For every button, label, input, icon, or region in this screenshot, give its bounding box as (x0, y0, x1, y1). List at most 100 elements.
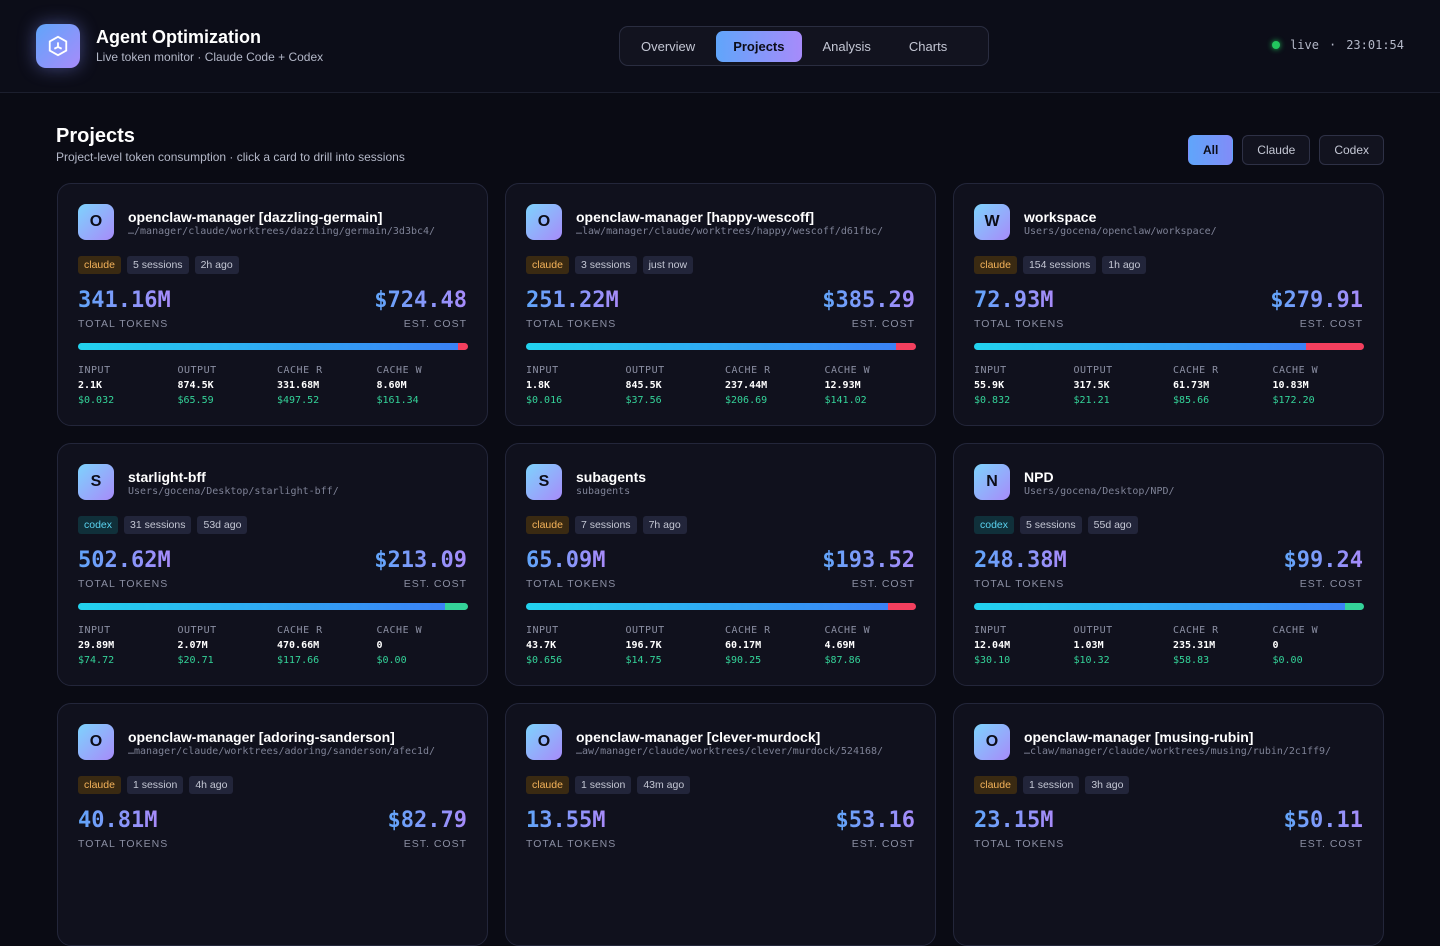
project-path: …claw/manager/claude/worktrees/musing/ru… (1024, 746, 1331, 757)
project-path: …manager/claude/worktrees/adoring/sander… (128, 746, 435, 757)
breakdown-tokens: 237.44M (725, 378, 825, 393)
breakdown-label: CACHE R (1173, 623, 1273, 638)
total-tokens-label: TOTAL TOKENS (78, 838, 168, 850)
project-path: Users/gocena/Desktop/NPD/ (1024, 486, 1175, 497)
page: Agent Optimization Live token monitor · … (0, 0, 1440, 860)
breakdown-label: INPUT (78, 363, 178, 378)
source-tag: codex (78, 516, 118, 534)
breakdown-label: CACHE W (825, 363, 925, 378)
age-tag: 53d ago (197, 516, 247, 534)
total-tokens: 40.81M (78, 808, 157, 833)
total-tokens-label: TOTAL TOKENS (78, 578, 168, 590)
total-tokens-label: TOTAL TOKENS (974, 838, 1064, 850)
est-cost: $213.09 (374, 548, 467, 573)
clock: 23:01:54 (1346, 38, 1404, 52)
breakdown-tokens: 12.04M (974, 638, 1074, 653)
source-tag: claude (78, 256, 121, 274)
filter-button[interactable]: All (1188, 135, 1233, 165)
est-cost-label: EST. COST (1300, 838, 1363, 850)
breakdown-tokens: 1.8K (526, 378, 626, 393)
age-tag: just now (643, 256, 694, 274)
breakdown-label: CACHE R (1173, 363, 1273, 378)
breakdown-tokens: 874.5K (178, 378, 278, 393)
project-path: Users/gocena/openclaw/workspace/ (1024, 226, 1217, 237)
total-tokens: 65.09M (526, 548, 605, 573)
breakdown-label: INPUT (526, 623, 626, 638)
sessions-tag: 1 session (575, 776, 631, 794)
est-cost: $82.79 (388, 808, 467, 833)
bar-segment (526, 343, 895, 350)
project-path: subagents (576, 486, 630, 497)
est-cost-label: EST. COST (1300, 318, 1363, 330)
breakdown-label: CACHE W (1273, 623, 1373, 638)
total-tokens: 341.16M (78, 288, 171, 313)
est-cost: $724.48 (374, 288, 467, 313)
filter-button[interactable]: Claude (1242, 135, 1310, 165)
breakdown-tokens: 10.83M (1273, 378, 1373, 393)
sessions-tag: 154 sessions (1023, 256, 1096, 274)
nav-tab[interactable]: Projects (716, 31, 801, 62)
breakdown-cost: $85.66 (1173, 393, 1273, 408)
est-cost: $279.91 (1270, 288, 1363, 313)
source-tag: claude (78, 776, 121, 794)
logo[interactable] (36, 24, 80, 68)
breakdown-tokens: 0 (1273, 638, 1373, 653)
nav-tab[interactable]: Overview (624, 31, 712, 62)
source-tag: claude (526, 516, 569, 534)
header: Agent Optimization Live token monitor · … (0, 0, 1440, 93)
breakdown-tokens: 1.03M (1074, 638, 1174, 653)
bar-segment (458, 343, 468, 350)
project-name: openclaw-manager [happy-wescoff] (576, 209, 814, 225)
breakdown-label: CACHE R (277, 363, 377, 378)
breakdown-tokens: 331.68M (277, 378, 377, 393)
breakdown-cost: $58.83 (1173, 653, 1273, 668)
total-tokens: 251.22M (526, 288, 619, 313)
bar-segment (1345, 603, 1364, 610)
total-tokens-label: TOTAL TOKENS (78, 318, 168, 330)
breakdown-label: OUTPUT (1074, 623, 1174, 638)
breakdown-label: CACHE W (1273, 363, 1373, 378)
breakdown-label: INPUT (974, 363, 1074, 378)
breakdown-cost: $87.86 (825, 653, 925, 668)
avatar: O (526, 724, 562, 760)
total-tokens-label: TOTAL TOKENS (526, 578, 616, 590)
sessions-tag: 5 sessions (127, 256, 189, 274)
breakdown-label: CACHE W (377, 363, 477, 378)
est-cost-label: EST. COST (852, 318, 915, 330)
breakdown-tokens: 317.5K (1074, 378, 1174, 393)
nav-tab[interactable]: Analysis (806, 31, 888, 62)
nav-tab[interactable]: Charts (892, 31, 964, 62)
breakdown-cost: $0.016 (526, 393, 626, 408)
breakdown-cost: $0.656 (526, 653, 626, 668)
status-label: live (1290, 38, 1319, 52)
filter-button[interactable]: Codex (1319, 135, 1384, 165)
status: live · 23:01:54 (1272, 38, 1404, 52)
bar-segment (526, 603, 886, 610)
app-title: Agent Optimization (96, 27, 261, 48)
sessions-tag: 1 session (1023, 776, 1079, 794)
page-subtitle: Project-level token consumption · click … (56, 150, 405, 164)
